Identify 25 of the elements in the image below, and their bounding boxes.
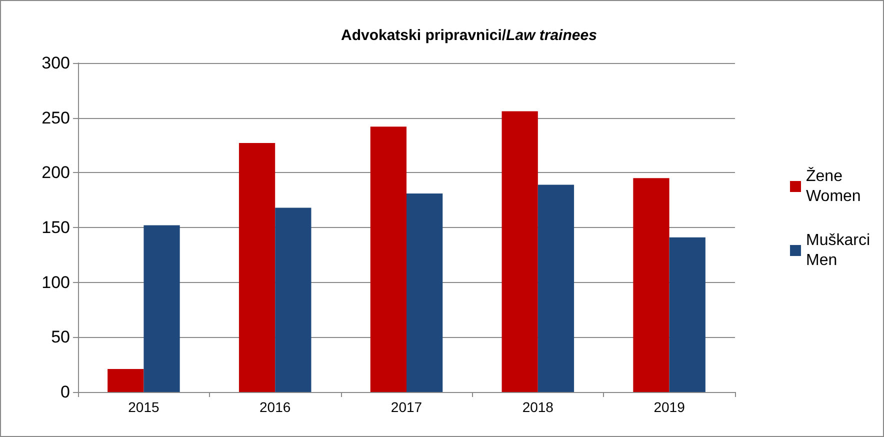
x-tick-label: 2015 bbox=[128, 399, 160, 415]
x-tick-label: 2018 bbox=[522, 399, 554, 415]
y-tick-label: 300 bbox=[42, 54, 70, 72]
bar bbox=[669, 237, 706, 392]
y-tick-label: 200 bbox=[42, 163, 70, 182]
bar bbox=[538, 184, 574, 392]
y-tick-label: 0 bbox=[60, 382, 70, 402]
chart-title: Advokatski pripravnici/Law trainees bbox=[341, 27, 597, 44]
bar bbox=[108, 368, 144, 392]
bar bbox=[633, 178, 670, 392]
bar bbox=[502, 111, 538, 392]
bar bbox=[275, 208, 312, 392]
legend-label: Žene Women bbox=[806, 167, 861, 205]
y-tick-label: 150 bbox=[42, 218, 70, 237]
x-tick-label: 2019 bbox=[654, 399, 686, 415]
x-tick-label: 2016 bbox=[260, 399, 291, 415]
y-tick-label: 100 bbox=[42, 272, 70, 292]
y-tick-label: 250 bbox=[42, 108, 70, 128]
bar bbox=[238, 143, 276, 392]
bar bbox=[406, 194, 443, 392]
bar bbox=[144, 225, 180, 392]
bar bbox=[370, 126, 406, 392]
legend-label: Muškarci Men bbox=[806, 232, 870, 269]
y-tick-label: 50 bbox=[51, 328, 70, 347]
x-tick-label: 2017 bbox=[390, 399, 422, 415]
